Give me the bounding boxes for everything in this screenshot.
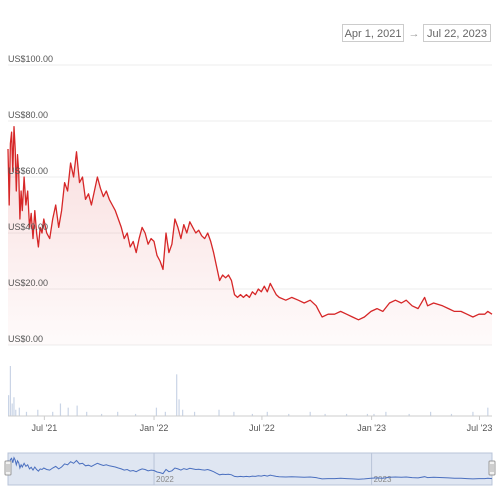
- volume-bar: [178, 399, 180, 416]
- volume-bar: [373, 413, 375, 416]
- range-arrow-icon: →: [408, 28, 420, 40]
- volume-bar: [52, 411, 54, 416]
- volume-bar: [430, 411, 432, 416]
- volume-bar: [408, 413, 410, 416]
- y-tick-label: US$40.00: [8, 222, 48, 232]
- volume-bar: [366, 413, 369, 416]
- price-line: [7, 125, 493, 321]
- navigator-window: [7, 452, 493, 486]
- navigator-left-handle[interactable]: [4, 460, 12, 476]
- x-tick-label: Jul '22: [249, 423, 275, 433]
- range-to-input[interactable]: Jul 22, 2023: [423, 24, 491, 42]
- navigator-tick-label: 2022: [156, 475, 174, 484]
- volume-bar: [134, 413, 137, 416]
- volume-bar: [251, 413, 253, 416]
- volume-bar: [13, 397, 15, 416]
- volume-bar: [472, 411, 474, 416]
- volume-bar: [176, 374, 178, 416]
- volume-bar: [182, 409, 184, 416]
- volume-bar: [324, 413, 326, 416]
- y-tick-label: US$0.00: [8, 334, 43, 344]
- volume-bar: [309, 411, 311, 416]
- range-from-input[interactable]: Apr 1, 2021: [342, 24, 404, 42]
- volume-bar: [345, 413, 348, 416]
- navigator-right-handle[interactable]: [488, 460, 496, 476]
- volume-bar: [67, 407, 69, 416]
- y-tick-label: US$100.00: [8, 54, 53, 64]
- volume-bar: [450, 413, 453, 416]
- navigator[interactable]: 2022 2023: [4, 452, 496, 486]
- volume-bar: [7, 395, 10, 416]
- volume-bar: [76, 405, 78, 416]
- navigator-series: [7, 456, 493, 480]
- volume-bar: [218, 409, 220, 416]
- plot-area: [7, 125, 493, 345]
- y-axis: US$100.00 US$80.00 US$60.00 US$40.00 US$20.0…: [8, 54, 53, 344]
- volume-bar: [117, 411, 119, 416]
- volume-bar: [155, 407, 158, 416]
- volume-bar: [25, 411, 28, 416]
- y-tick-label: US$20.00: [8, 278, 48, 288]
- price-area-fill: [8, 126, 492, 345]
- x-tick-label: Jan '23: [357, 423, 386, 433]
- volume-bar: [18, 407, 20, 416]
- volume-bar: [233, 411, 235, 416]
- y-tick-label: US$80.00: [8, 110, 48, 120]
- volume-bar: [86, 411, 88, 416]
- volume-bar: [385, 411, 387, 416]
- y-tick-label: US$60.00: [8, 166, 48, 176]
- volume-bar: [266, 411, 268, 416]
- x-tick-label: Jan '22: [140, 423, 169, 433]
- volume-bar: [487, 407, 489, 416]
- volume-bar: [37, 409, 39, 416]
- x-tick-label: Jul '21: [31, 423, 57, 433]
- volume-bar: [11, 403, 13, 416]
- x-axis: Jul '21 Jan '22 Jul '22 Jan '23 Jul '23: [8, 415, 493, 433]
- volume-bar: [164, 411, 166, 416]
- volume-bar: [288, 413, 290, 416]
- navigator-tick-label: 2023: [374, 475, 392, 484]
- volume-bar: [193, 411, 196, 416]
- volume-bar: [100, 413, 103, 416]
- x-tick-label: Jul '23: [467, 423, 493, 433]
- volume-bar: [15, 409, 17, 416]
- volume-bar: [9, 366, 11, 416]
- volume-bars: [7, 366, 489, 416]
- volume-bar: [59, 403, 62, 416]
